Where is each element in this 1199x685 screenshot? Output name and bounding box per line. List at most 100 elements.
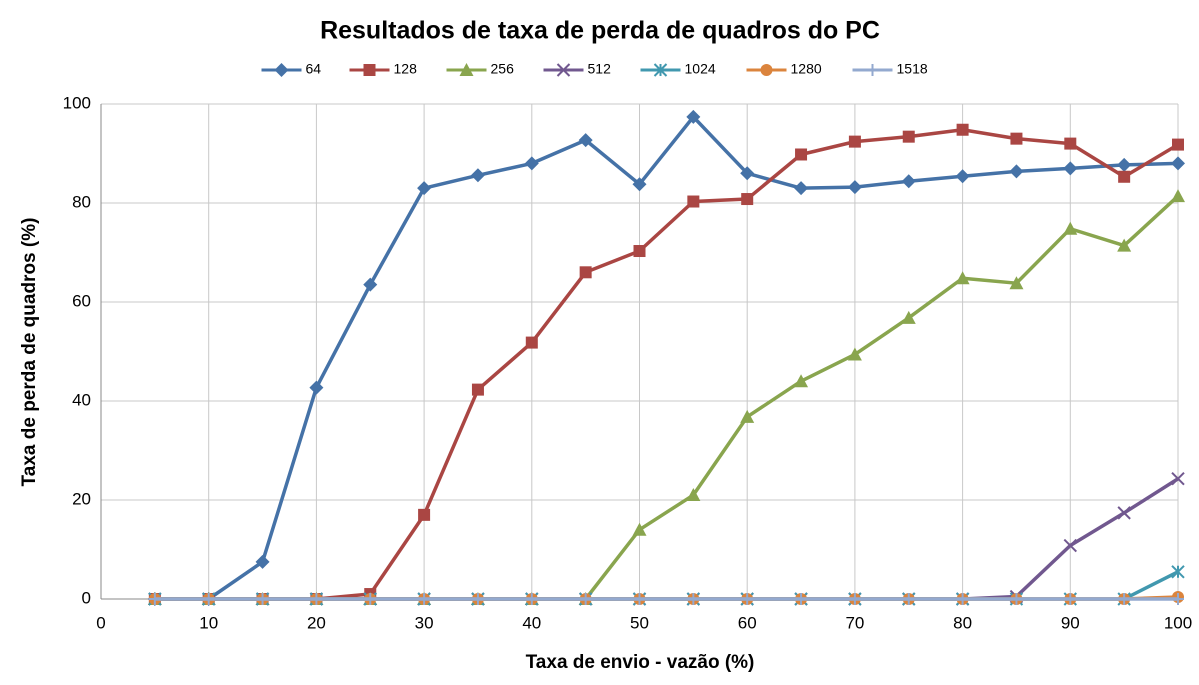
legend-label: 1024 (685, 61, 716, 77)
marker (740, 166, 755, 181)
marker (1117, 506, 1131, 520)
marker (363, 277, 378, 292)
legend-label: 1518 (897, 61, 928, 77)
marker (794, 181, 809, 196)
marker (459, 63, 474, 76)
series-line (154, 570, 1179, 601)
marker (1171, 472, 1185, 486)
marker (653, 63, 668, 77)
marker (686, 488, 701, 502)
marker (578, 133, 593, 148)
marker (274, 63, 289, 77)
marker (525, 336, 538, 349)
series-line (154, 115, 1179, 601)
x-tick-label: 50 (630, 613, 649, 632)
legend-item: 1024 (640, 61, 716, 77)
y-tick-label: 100 (63, 93, 91, 112)
series-line (154, 127, 1179, 601)
legend-item: 1280 (746, 61, 822, 77)
marker (901, 310, 916, 324)
chart-title: Resultados de taxa de perda de quadros d… (320, 17, 880, 45)
marker (633, 245, 646, 258)
marker (848, 135, 861, 148)
marker (1063, 538, 1078, 553)
marker (740, 409, 755, 423)
marker (363, 64, 376, 76)
marker (795, 148, 808, 161)
marker (632, 522, 647, 536)
marker (955, 169, 970, 184)
marker (741, 593, 754, 605)
y-tick-label: 80 (72, 192, 91, 211)
marker (524, 156, 539, 171)
legend-item: 128 (349, 61, 418, 77)
marker (901, 174, 916, 189)
marker (1171, 189, 1185, 203)
y-tick-label: 40 (72, 390, 91, 409)
marker (1064, 137, 1077, 150)
marker (1010, 132, 1023, 145)
marker (1009, 164, 1024, 179)
legend-label: 1280 (791, 61, 822, 77)
marker (579, 266, 592, 279)
x-tick-label: 90 (1061, 613, 1080, 632)
marker (1172, 138, 1184, 151)
marker (1117, 238, 1132, 252)
marker (633, 593, 646, 605)
marker (1063, 161, 1078, 176)
series-line (154, 194, 1180, 601)
marker (418, 508, 431, 521)
marker (470, 168, 485, 183)
marker (417, 181, 432, 196)
marker (1172, 593, 1184, 605)
x-tick-label: 80 (953, 613, 972, 632)
x-tick-label: 0 (96, 613, 105, 632)
marker (1171, 565, 1185, 579)
marker (848, 593, 861, 605)
marker (418, 593, 431, 605)
y-tick-label: 60 (72, 291, 91, 310)
marker (1118, 593, 1131, 605)
marker (956, 593, 969, 605)
marker (556, 63, 571, 77)
x-tick-label: 60 (738, 613, 757, 632)
marker (525, 593, 538, 605)
marker (741, 193, 754, 206)
legend-label: 512 (588, 61, 612, 77)
marker (956, 123, 969, 136)
marker (1009, 276, 1024, 290)
marker (1171, 156, 1185, 171)
legend-label: 128 (394, 61, 418, 77)
marker (148, 593, 161, 605)
x-tick-label: 30 (415, 613, 434, 632)
marker (1063, 221, 1078, 235)
y-tick-label: 0 (82, 588, 91, 607)
marker (955, 271, 970, 285)
legend-item: 512 (543, 61, 612, 77)
legend-label: 64 (306, 61, 322, 77)
marker (471, 383, 484, 396)
marker (686, 109, 701, 124)
marker (471, 593, 484, 605)
marker (687, 593, 700, 605)
marker (687, 195, 700, 208)
legend-item: 256 (446, 61, 515, 77)
marker (1118, 170, 1131, 183)
marker (1010, 593, 1023, 605)
marker (847, 347, 862, 361)
x-tick-label: 40 (522, 613, 541, 632)
marker (202, 593, 215, 605)
y-axis-label: Taxa de perda de quadros (%) (19, 218, 40, 487)
marker (1117, 157, 1132, 172)
legend-item: 1518 (852, 61, 928, 77)
marker (866, 64, 879, 76)
marker (256, 593, 269, 605)
marker (794, 374, 809, 388)
legend-label: 256 (491, 61, 515, 77)
x-tick-label: 70 (845, 613, 864, 632)
legend-item: 64 (261, 61, 322, 77)
marker (309, 380, 324, 395)
x-axis-label: Taxa de envio - vazão (%) (526, 652, 755, 673)
marker (255, 554, 270, 569)
